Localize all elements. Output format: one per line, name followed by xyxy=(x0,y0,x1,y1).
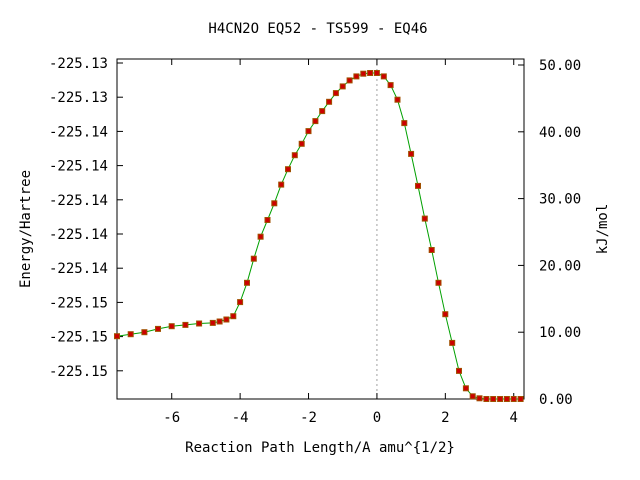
energy-point xyxy=(367,70,374,76)
y-right-tick-label: 30.00 xyxy=(539,192,581,208)
y-left-tick-label: -225.13 xyxy=(49,90,108,106)
energy-point xyxy=(298,140,305,147)
chart-title: H4CN2O EQ52 - TS599 - EQ46 xyxy=(208,21,427,37)
y-left-tick-label: -225.15 xyxy=(49,364,108,380)
energy-point xyxy=(442,311,449,318)
x-tick-label: 2 xyxy=(441,410,449,426)
energy-point xyxy=(469,393,476,400)
y-left-tick-label: -225.15 xyxy=(49,295,108,311)
energy-point xyxy=(257,233,264,240)
energy-point xyxy=(483,396,490,402)
energy-point xyxy=(360,70,367,77)
energy-point xyxy=(353,73,360,80)
energy-point xyxy=(168,323,175,330)
y-left-axis-label: Energy/Hartree xyxy=(18,170,34,288)
plot-frame xyxy=(116,58,525,400)
energy-point xyxy=(408,150,415,157)
x-tick-label: 4 xyxy=(510,410,518,426)
y-left-tick-label: -225.14 xyxy=(49,227,108,243)
y-right-tick-label: 50.00 xyxy=(539,58,581,74)
x-axis-label: Reaction Path Length/A amu^{1/2} xyxy=(185,440,455,456)
y-right-axis-label: kJ/mol xyxy=(595,204,611,255)
y-left-tick-label: -225.14 xyxy=(49,159,108,175)
energy-point xyxy=(250,255,257,262)
energy-point xyxy=(339,83,346,90)
y-right-axis-ticks: 0.00 10.00 20.00 30.00 40.00 50.00 xyxy=(518,58,581,408)
y-left-tick-label: -225.14 xyxy=(49,193,108,209)
x-tick-label: -6 xyxy=(163,410,180,426)
energy-point xyxy=(428,247,435,253)
energy-point xyxy=(244,279,250,286)
energy-point xyxy=(209,319,216,326)
energy-point xyxy=(319,108,326,115)
energy-point xyxy=(216,318,223,325)
energy-point xyxy=(223,316,230,323)
energy-point xyxy=(237,299,244,306)
energy-point xyxy=(456,367,462,374)
energy-point xyxy=(503,396,510,402)
energy-point xyxy=(346,77,353,84)
energy-point xyxy=(230,313,237,320)
energy-point xyxy=(380,73,387,80)
energy-point xyxy=(305,128,312,135)
y-right-tick-label: 20.00 xyxy=(539,258,581,274)
x-axis-ticks: -6 -4 -2 0 2 4 xyxy=(163,59,518,426)
energy-point xyxy=(285,166,291,173)
energy-point xyxy=(510,396,517,402)
energy-point xyxy=(264,217,271,223)
energy-point xyxy=(291,152,298,159)
energy-point xyxy=(421,215,428,222)
energy-curve xyxy=(116,72,521,400)
energy-point xyxy=(182,321,189,328)
energy-points xyxy=(114,70,524,402)
energy-point xyxy=(373,70,380,76)
energy-point xyxy=(394,96,401,103)
energy-point xyxy=(312,118,319,125)
x-tick-label: -2 xyxy=(300,410,317,426)
energy-point xyxy=(476,395,483,402)
y-left-tick-label: -225.14 xyxy=(49,261,108,277)
energy-point xyxy=(415,182,421,189)
y-right-tick-label: 40.00 xyxy=(539,125,581,141)
energy-point xyxy=(127,331,134,338)
energy-point xyxy=(326,98,333,105)
y-left-tick-label: -225.13 xyxy=(49,56,108,72)
energy-point xyxy=(462,385,469,392)
energy-point xyxy=(196,320,203,327)
x-tick-label: 0 xyxy=(373,410,381,426)
y-left-tick-label: -225.15 xyxy=(49,330,108,346)
energy-point xyxy=(155,325,161,332)
energy-point xyxy=(435,279,442,286)
energy-point xyxy=(490,396,497,402)
energy-point xyxy=(271,200,278,207)
energy-point xyxy=(332,90,339,97)
y-left-tick-label: -225.14 xyxy=(49,124,108,140)
energy-point xyxy=(387,82,394,89)
energy-point xyxy=(278,181,285,188)
energy-point xyxy=(114,333,120,340)
y-right-tick-label: 0.00 xyxy=(539,392,573,408)
energy-point xyxy=(449,339,456,346)
y-left-axis-ticks: -225.13 -225.13 -225.14 -225.14 -225.14 -225.… xyxy=(49,56,123,380)
x-tick-label: -4 xyxy=(232,410,249,426)
energy-point xyxy=(497,396,504,402)
y-right-tick-label: 10.00 xyxy=(539,325,581,341)
energy-point xyxy=(401,120,408,127)
energy-point xyxy=(141,329,148,336)
energy-point xyxy=(517,396,524,402)
